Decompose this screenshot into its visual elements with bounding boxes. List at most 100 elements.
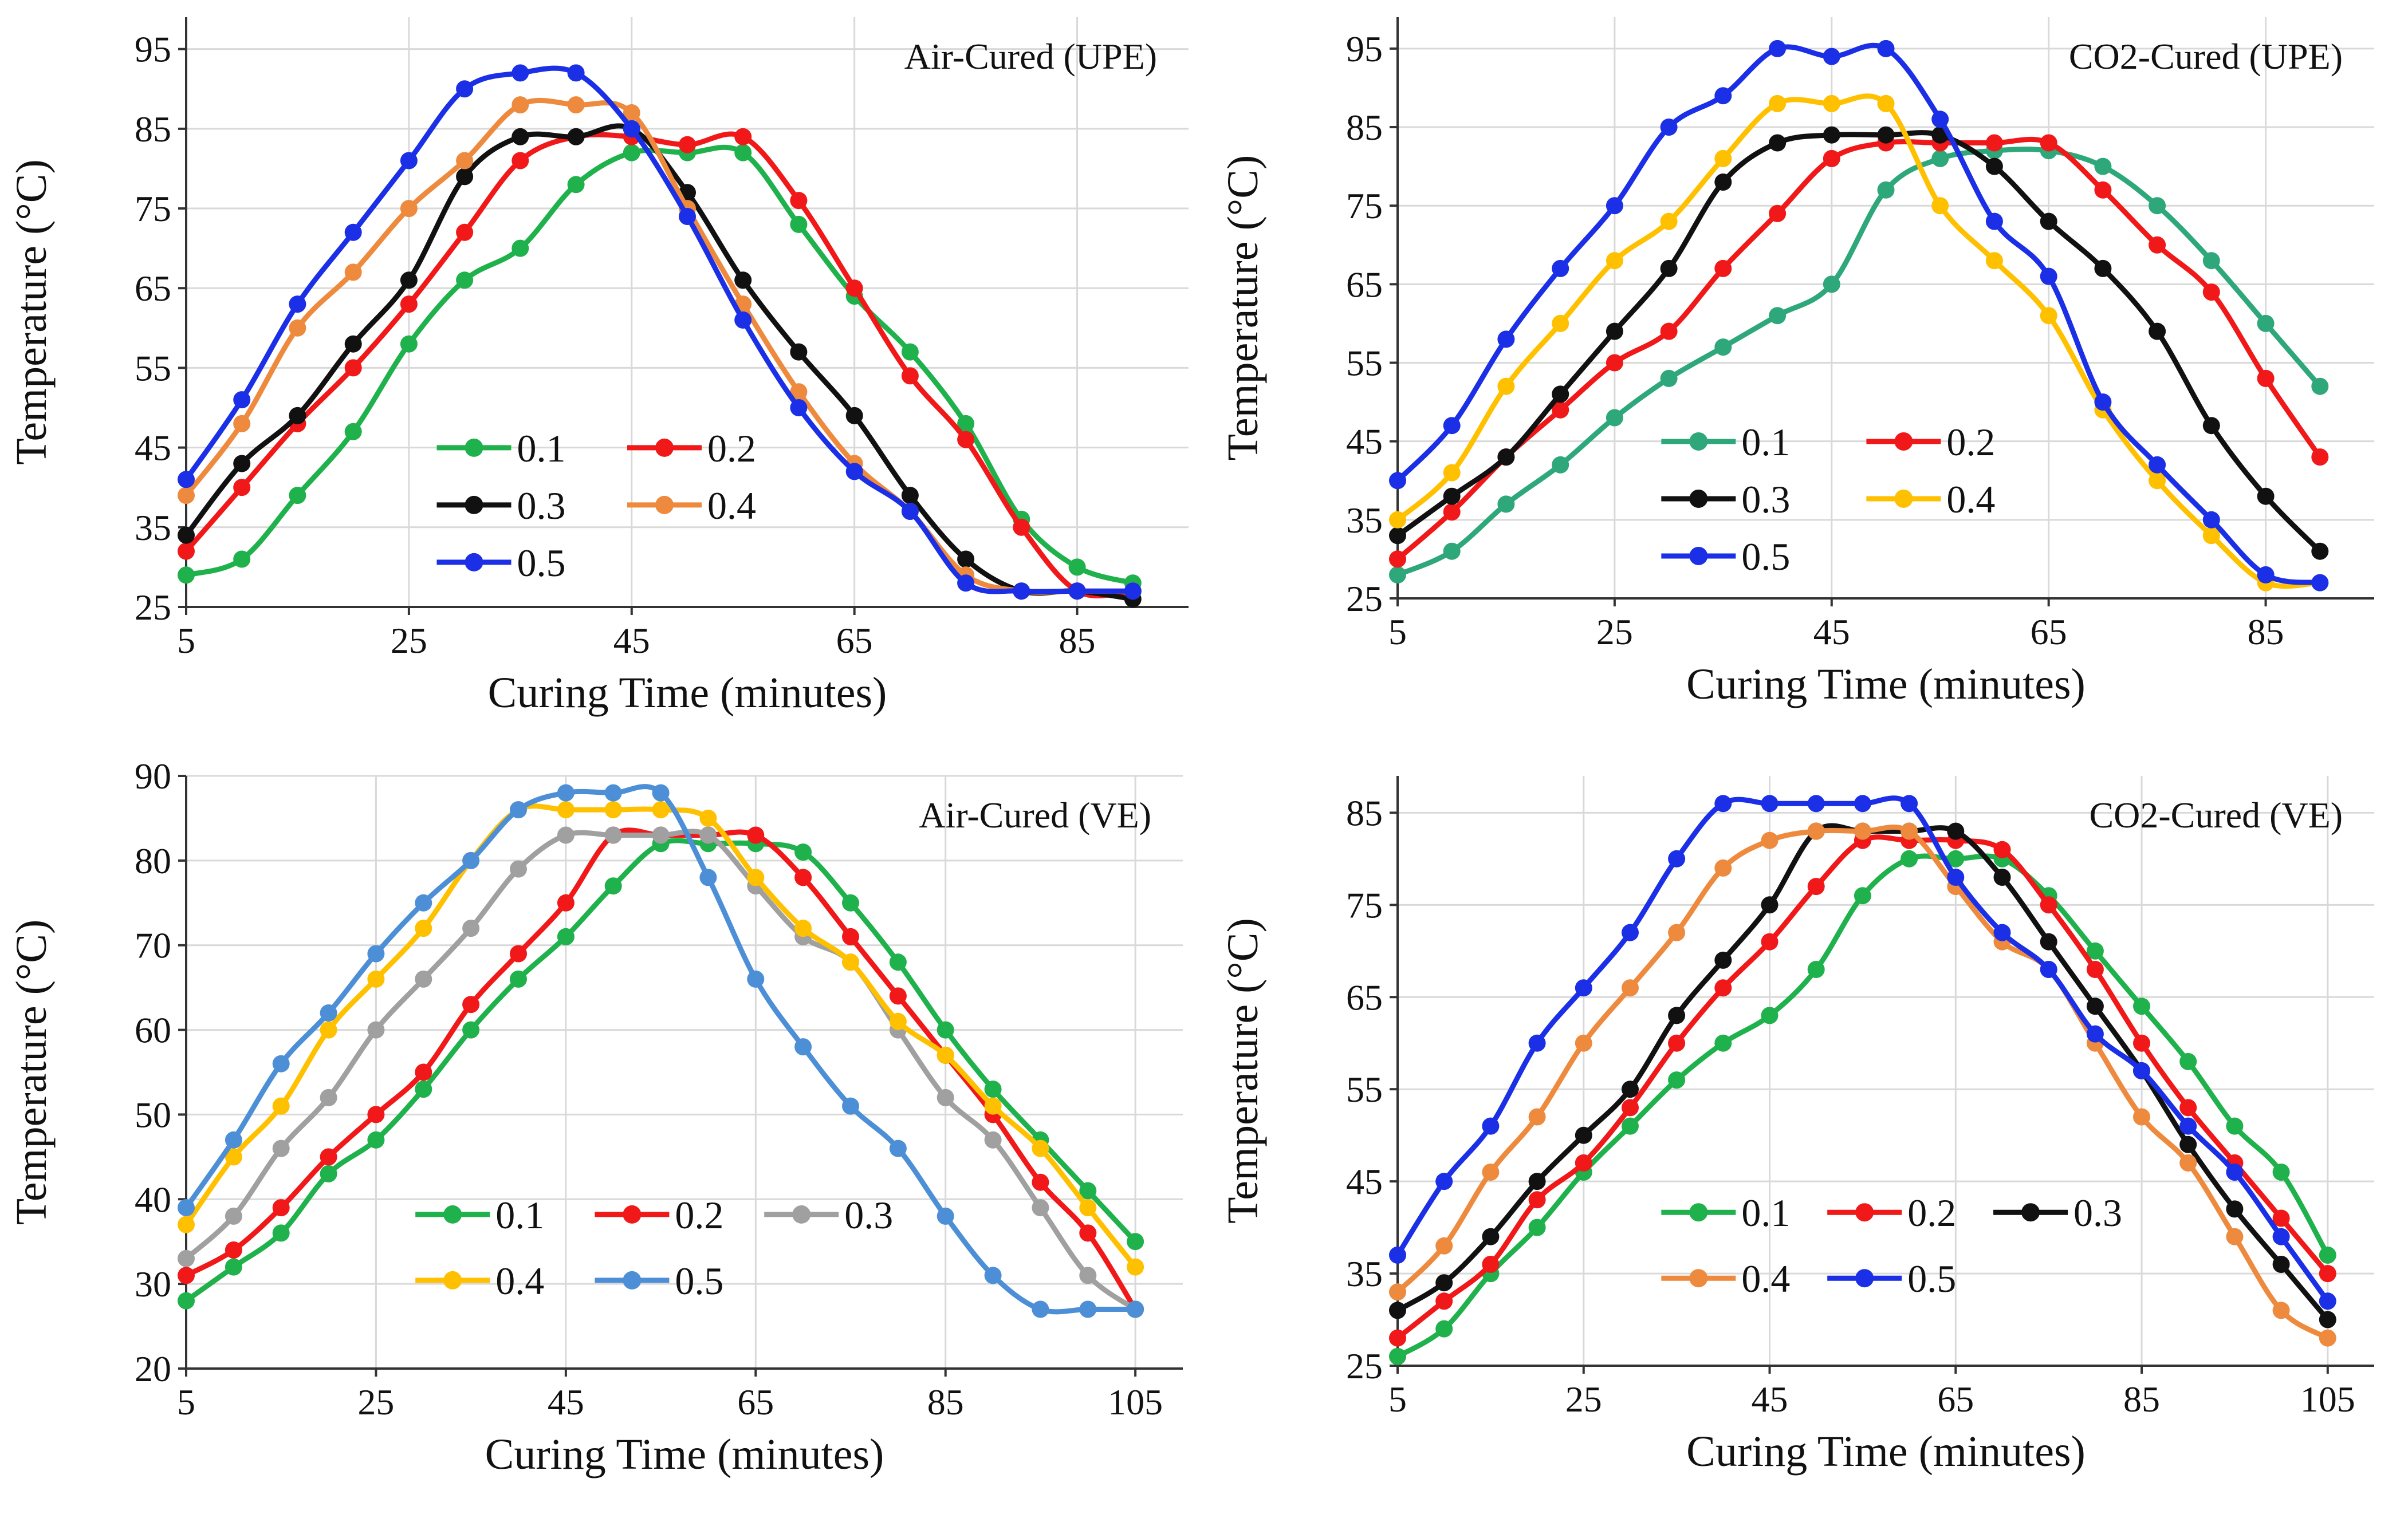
x-tick-label: 45 (613, 620, 650, 661)
data-point (2179, 1136, 2197, 1153)
data-point (233, 479, 251, 496)
data-point (1823, 126, 1840, 144)
data-point (344, 423, 362, 440)
x-tick-label: 85 (927, 1382, 964, 1422)
data-point (456, 168, 474, 186)
legend-marker (1689, 489, 1708, 508)
y-axis-title: Temperature (°C) (1219, 155, 1267, 461)
data-point (679, 136, 696, 153)
data-point (1668, 850, 1686, 868)
legend-label: 0.4 (707, 484, 756, 527)
data-point (2202, 283, 2220, 301)
data-point (1761, 795, 1779, 813)
y-tick-label: 70 (135, 925, 171, 966)
data-point (1552, 401, 1569, 419)
data-point (679, 208, 696, 225)
data-point (1435, 1320, 1453, 1338)
series-0.5 (178, 64, 1142, 600)
data-point (1769, 307, 1787, 325)
legend-item-0.5: 0.5 (436, 541, 566, 585)
data-point (1877, 94, 1895, 112)
data-point (1443, 542, 1461, 560)
legend-marker (792, 1205, 811, 1224)
data-point (1606, 409, 1623, 427)
data-point (2094, 157, 2112, 175)
data-point (1124, 582, 1142, 600)
data-point (2257, 369, 2275, 387)
data-point (699, 826, 717, 844)
legend-item-0.3: 0.3 (436, 484, 566, 527)
data-point (790, 215, 808, 233)
data-point (790, 192, 808, 210)
data-point (2040, 896, 2057, 914)
data-point (2040, 267, 2057, 285)
data-point (511, 239, 529, 257)
data-point (1443, 464, 1461, 482)
data-point (225, 1148, 242, 1166)
data-point (2133, 997, 2150, 1015)
data-point (901, 487, 919, 504)
x-tick-label: 105 (2300, 1379, 2355, 1420)
legend-marker (465, 438, 483, 457)
y-tick-label: 35 (135, 507, 171, 548)
data-point (1575, 1034, 1592, 1052)
data-point (1622, 1081, 1639, 1098)
data-point (510, 945, 527, 963)
data-point (957, 550, 975, 568)
data-point (1931, 149, 1949, 167)
data-point (699, 809, 717, 827)
data-point (344, 359, 362, 377)
series-line (183, 131, 1136, 598)
data-point (1823, 149, 1840, 167)
data-point (1622, 979, 1639, 997)
data-point (1668, 1007, 1686, 1024)
legend-marker (655, 495, 674, 514)
data-point (2086, 942, 2104, 960)
data-point (415, 970, 432, 988)
y-tick-label: 35 (1346, 500, 1383, 541)
data-point (1714, 338, 1732, 356)
data-point (2179, 1154, 2197, 1172)
series-line (1395, 93, 2323, 589)
data-point (225, 1258, 242, 1276)
data-point (790, 343, 808, 361)
data-point (1985, 157, 2003, 175)
legend-label: 0.5 (675, 1259, 723, 1303)
data-point (889, 1140, 907, 1157)
legend-marker (623, 1271, 642, 1290)
data-point (178, 1216, 195, 1233)
data-point (1823, 275, 1840, 293)
data-point (842, 894, 859, 912)
data-point (2086, 1025, 2104, 1043)
data-point (2094, 181, 2112, 199)
data-point (557, 928, 575, 945)
series-0.4 (1389, 93, 2329, 592)
data-point (367, 1106, 385, 1123)
data-point (511, 128, 529, 145)
data-point (320, 1089, 337, 1106)
series-0.3 (178, 826, 1144, 1318)
y-tick-label: 95 (135, 29, 171, 70)
data-point (2272, 1256, 2290, 1273)
y-tick-label: 65 (1346, 264, 1383, 305)
data-point (794, 920, 812, 937)
data-point (456, 271, 474, 289)
data-point (272, 1224, 290, 1242)
data-point (2311, 574, 2329, 592)
data-point (957, 574, 975, 592)
data-point (1668, 1034, 1686, 1052)
data-point (1769, 134, 1787, 152)
data-point (1714, 859, 1732, 877)
data-point (1947, 869, 1965, 886)
data-point (1552, 385, 1569, 403)
data-point (225, 1241, 242, 1259)
data-point (1068, 582, 1086, 600)
data-point (2257, 314, 2275, 332)
legend-item-0.5: 0.5 (1661, 535, 1790, 578)
data-point (842, 953, 859, 971)
legend-label: 0.2 (1907, 1191, 1956, 1235)
legend-item-0.1: 0.1 (1661, 420, 1790, 464)
data-point (400, 271, 418, 289)
series-line (1395, 42, 2323, 586)
legend-item-0.3: 0.3 (764, 1193, 893, 1237)
